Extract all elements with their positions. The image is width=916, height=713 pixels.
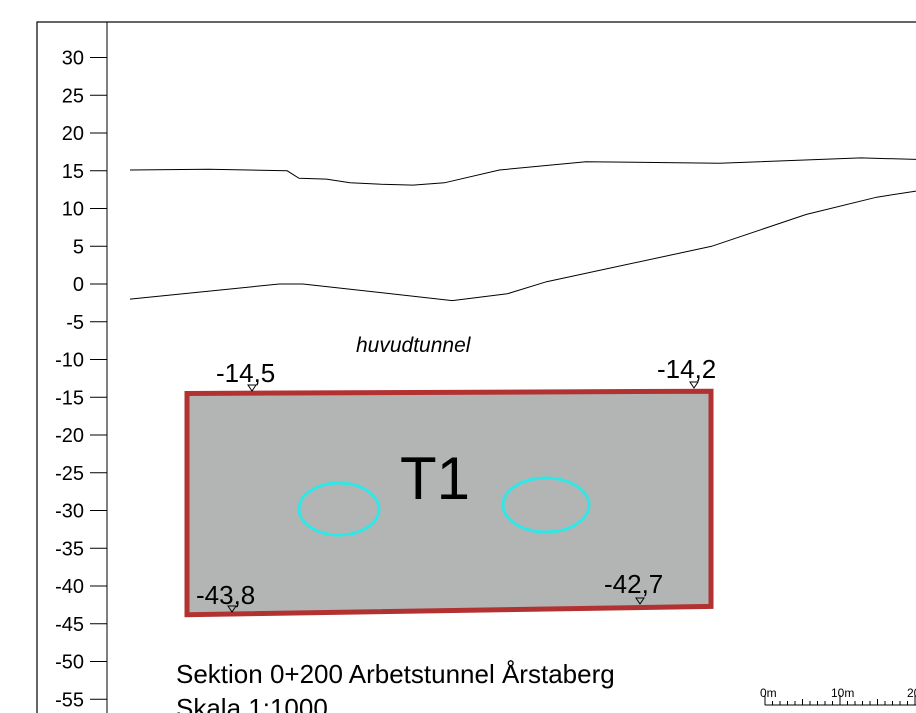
elevation-tick-label: -25	[55, 463, 84, 485]
scale-bar-ticks	[764, 695, 916, 705]
elevation-marker-bottom-left	[227, 605, 237, 613]
elevation-tick-label: 0	[73, 274, 84, 296]
elevation-tick-label: -35	[55, 538, 84, 560]
elevation-tick-label: 5	[73, 236, 84, 258]
elevation-tick-label: 15	[62, 161, 84, 183]
elevation-tick-label: 10	[62, 199, 84, 221]
elevation-tick-label: -15	[55, 387, 84, 409]
tunnel-name-label: huvudtunnel	[356, 334, 472, 357]
elevation-marker-top-right	[689, 381, 699, 389]
scale-bar: 0m 10m 20m	[760, 686, 916, 706]
elevation-tick-label: -55	[55, 689, 84, 711]
elevation-axis-ticks: 30 25 20 15 10 5 0 -5 -10 -15 -20 -25 -30 -35 -40 -45 -5…	[55, 48, 107, 711]
elevation-marker-top-left	[247, 384, 257, 392]
section-title: Sektion 0+200 Arbetstunnel Årstaberg	[176, 659, 615, 689]
scale-bar-label-20: 20m	[907, 686, 916, 700]
ground-surface-line	[129, 157, 916, 186]
elevation-tick-label: -45	[55, 614, 84, 636]
elevation-tick-label: 30	[62, 48, 84, 70]
elevation-tick-label: -20	[55, 425, 84, 447]
tunnel-id-label: T1	[400, 445, 470, 512]
tunnel-bore-left	[297, 481, 381, 537]
elevation-tick-label: -50	[55, 652, 84, 674]
tunnel-bore-right	[501, 476, 591, 534]
scale-bar-label-0: 0m	[760, 686, 777, 700]
elevation-label-bottom-right: -42,7	[604, 569, 663, 599]
elevation-tick-label: -5	[66, 312, 84, 334]
elevation-tick-label: -10	[55, 350, 84, 372]
section-scale: Skala 1:1000	[176, 693, 328, 713]
rock-surface-line	[129, 190, 916, 302]
scale-bar-label-10: 10m	[831, 686, 854, 700]
elevation-tick-label: 20	[62, 123, 84, 145]
tunnel-section	[184, 388, 714, 618]
elevation-tick-label: -40	[55, 576, 84, 598]
elevation-tick-label: -30	[55, 501, 84, 523]
elevation-label-top-left: -14,5	[216, 358, 275, 388]
elevation-tick-label: 25	[62, 85, 84, 107]
elevation-marker-bottom-right	[635, 597, 645, 605]
elevation-label-bottom-left: -43,8	[196, 580, 255, 610]
elevation-label-top-right: -14,2	[657, 354, 716, 384]
